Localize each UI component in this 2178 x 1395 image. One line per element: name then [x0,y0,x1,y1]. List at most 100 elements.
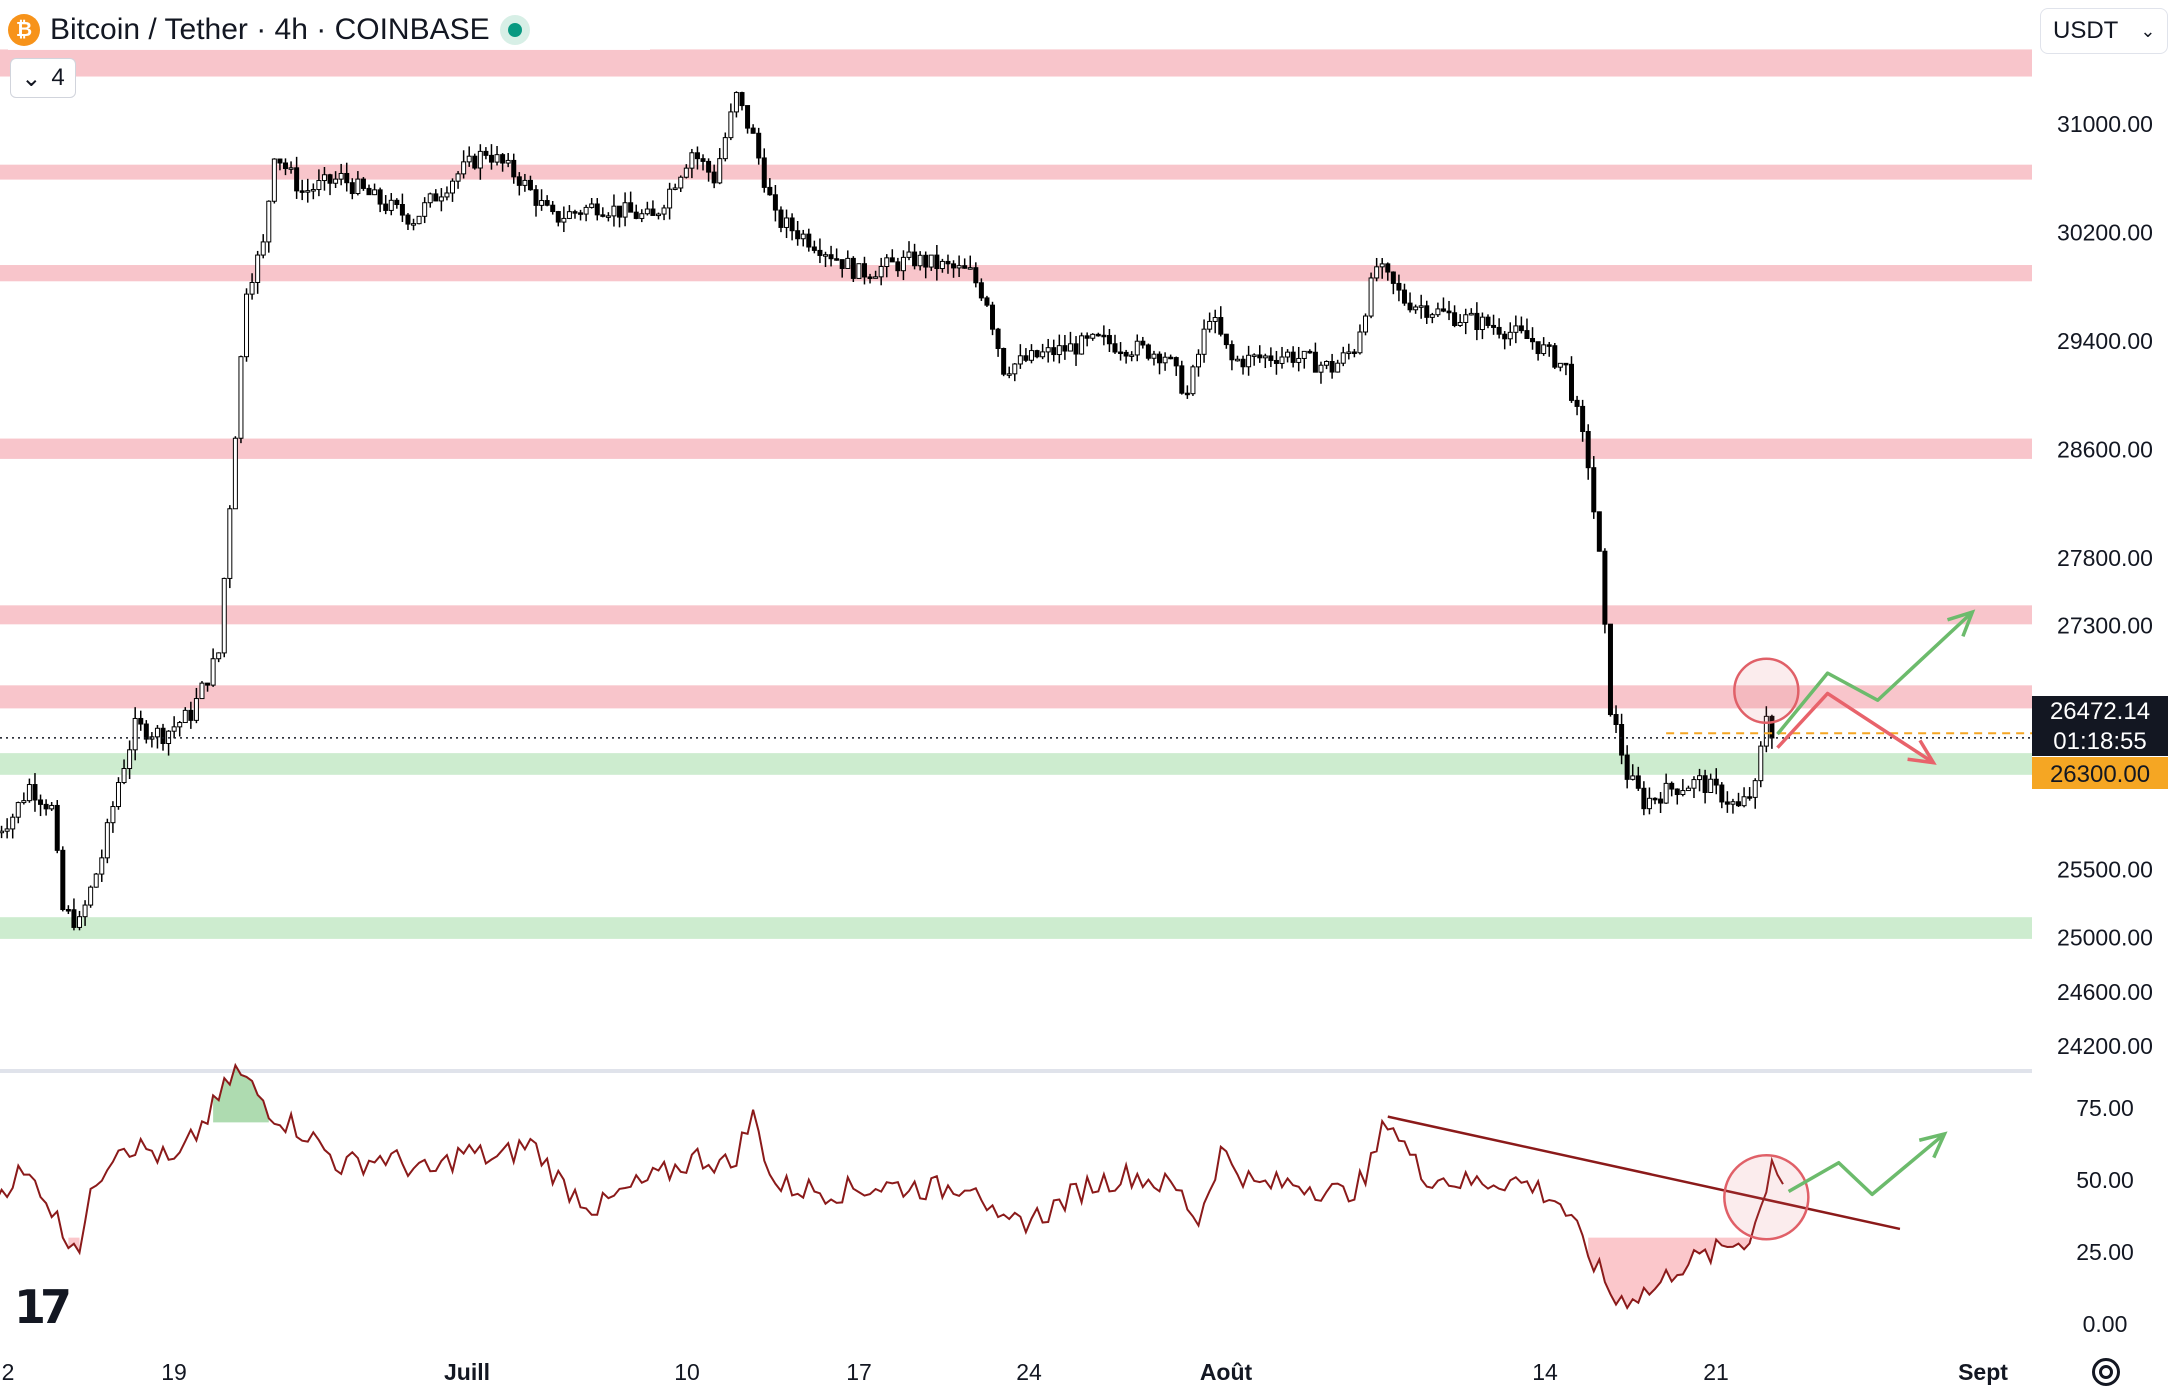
candle [1518,316,1524,334]
candle-body [333,178,339,184]
candle [422,197,428,224]
tradingview-logo[interactable]: 17 [14,1280,72,1334]
candle-body [1246,354,1252,368]
candle [1017,344,1023,369]
candle [1652,797,1658,805]
candle-body [182,709,188,724]
current-price-label: 26472.14 [2050,698,2150,725]
candle [260,234,266,259]
candle [1535,341,1541,361]
price-axis-label: 24600.00 [2057,979,2153,1005]
candle [271,158,277,204]
candle [171,716,177,739]
candle [644,201,650,216]
candle [1680,779,1686,797]
candle-body [600,214,606,217]
candle [1279,346,1285,369]
candle-body [255,254,261,283]
price-axis-label: 30200.00 [2057,219,2153,245]
candle [0,825,5,839]
candle [544,195,550,207]
candle-body [1468,312,1474,316]
candle-body [438,196,444,202]
candle [617,205,623,228]
candle [900,250,906,281]
candle-body [1541,344,1547,355]
symbol-header[interactable]: ₿ Bitcoin / Tether · 4h · COINBASE [8,10,650,50]
candle-body [984,297,990,306]
candle [845,250,851,269]
candle [132,707,138,761]
market-status-icon[interactable] [499,15,530,45]
candle-body [728,111,734,139]
candle-body [756,132,762,159]
candle-body [772,194,778,211]
candle [1719,782,1725,809]
candle [1201,319,1207,363]
candle [1312,342,1318,373]
price-axis[interactable]: 31000.00 30200.00 29400.00 28600.00 27800.00… [2057,111,2153,1059]
candle [717,148,723,185]
candle-body [1034,350,1040,358]
candle [1557,362,1563,372]
candle-body [1435,308,1441,316]
candle [1502,331,1508,350]
indicators-toggle-button[interactable]: ⌄ 4 [10,58,76,98]
candle [1368,272,1374,319]
candle [305,178,311,203]
candle [817,238,823,264]
candle [583,204,589,222]
candle [834,248,840,261]
drawing-annotations[interactable] [1723,609,1976,1241]
candle-body [611,205,617,217]
candle-body [1084,335,1090,339]
candle [1190,364,1196,396]
candle [555,210,561,227]
candle [1591,456,1597,519]
settings-gear-icon[interactable] [2092,1358,2120,1386]
candle [4,818,10,839]
candle-body [1457,321,1463,326]
candle [127,740,133,779]
candle [1001,347,1007,377]
candle-body [1518,325,1524,332]
candle [1329,353,1335,379]
candle-body [895,261,901,272]
candle-body [578,212,584,215]
candle-body [550,204,556,213]
candle [1240,355,1246,375]
rsi-axis[interactable]: 75.00 50.00 25.00 0.00 [2076,1095,2134,1337]
candle [850,256,856,283]
oversold-fill [1588,1237,1750,1308]
time-axis[interactable]: 2 19 Juill 10 17 24 Août 14 21 Sept [2,1359,2009,1385]
candle-body [1051,347,1057,356]
time-axis-label: Sept [1958,1359,2008,1385]
symbol-title[interactable]: Bitcoin / Tether · 4h · COINBASE [50,13,490,46]
candle-body [1390,271,1396,284]
candle-body [99,857,105,875]
candle [1073,336,1079,366]
rsi-trendline[interactable] [1387,1115,1901,1231]
candle-body [1101,334,1107,338]
candle-body [1257,354,1263,359]
candle-body [628,202,634,213]
candle [205,682,211,692]
candle-body [288,167,294,170]
candle [561,206,567,233]
candle [1530,327,1536,350]
candle-body [1067,343,1073,352]
candle-body [444,192,450,198]
candle-body [88,886,94,906]
candle-body [383,203,389,211]
candle-body [978,282,984,299]
candle-body [1234,358,1240,362]
candle [1218,306,1224,337]
candle-body [1697,775,1703,781]
candle-body [1212,317,1218,322]
candle [1067,331,1073,352]
currency-select[interactable]: USDT ⌄ [2040,8,2168,54]
candle-body [706,160,712,173]
candle [1496,318,1502,339]
candle [934,245,940,281]
